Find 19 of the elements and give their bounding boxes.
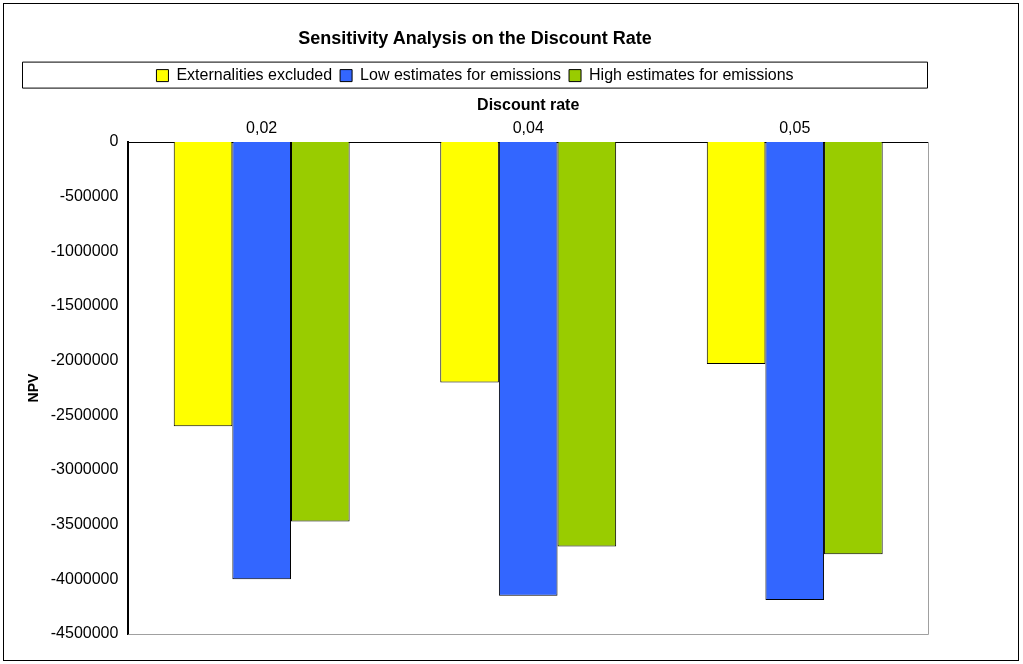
y-axis-title: NPV bbox=[25, 372, 42, 403]
y-tick-label: 0 bbox=[109, 132, 119, 150]
y-tick-label: -4500000 bbox=[50, 624, 119, 642]
chart-title: Sensitivity Analysis on the Discount Rate bbox=[298, 27, 652, 48]
x-tick-label: 0,05 bbox=[779, 118, 811, 136]
y-tick-label: -4000000 bbox=[50, 569, 119, 587]
y-tick-label: -3500000 bbox=[50, 515, 119, 533]
y-tick-label: -3000000 bbox=[50, 460, 119, 478]
x-axis-title: Discount rate bbox=[477, 95, 580, 113]
y-tick-label: -1500000 bbox=[50, 296, 119, 314]
legend-label: High estimates for emissions bbox=[589, 66, 794, 84]
legend-label: Low estimates for emissions bbox=[360, 66, 562, 84]
x-tick-label: 0,02 bbox=[246, 118, 278, 136]
y-tick-label: -500000 bbox=[59, 187, 119, 205]
y-tick-label: -2500000 bbox=[50, 405, 119, 423]
legend-label: Externalities excluded bbox=[176, 66, 333, 84]
y-tick-label: -2000000 bbox=[50, 351, 119, 369]
y-tick-label: -1000000 bbox=[50, 241, 119, 259]
x-tick-label: 0,04 bbox=[512, 118, 544, 136]
